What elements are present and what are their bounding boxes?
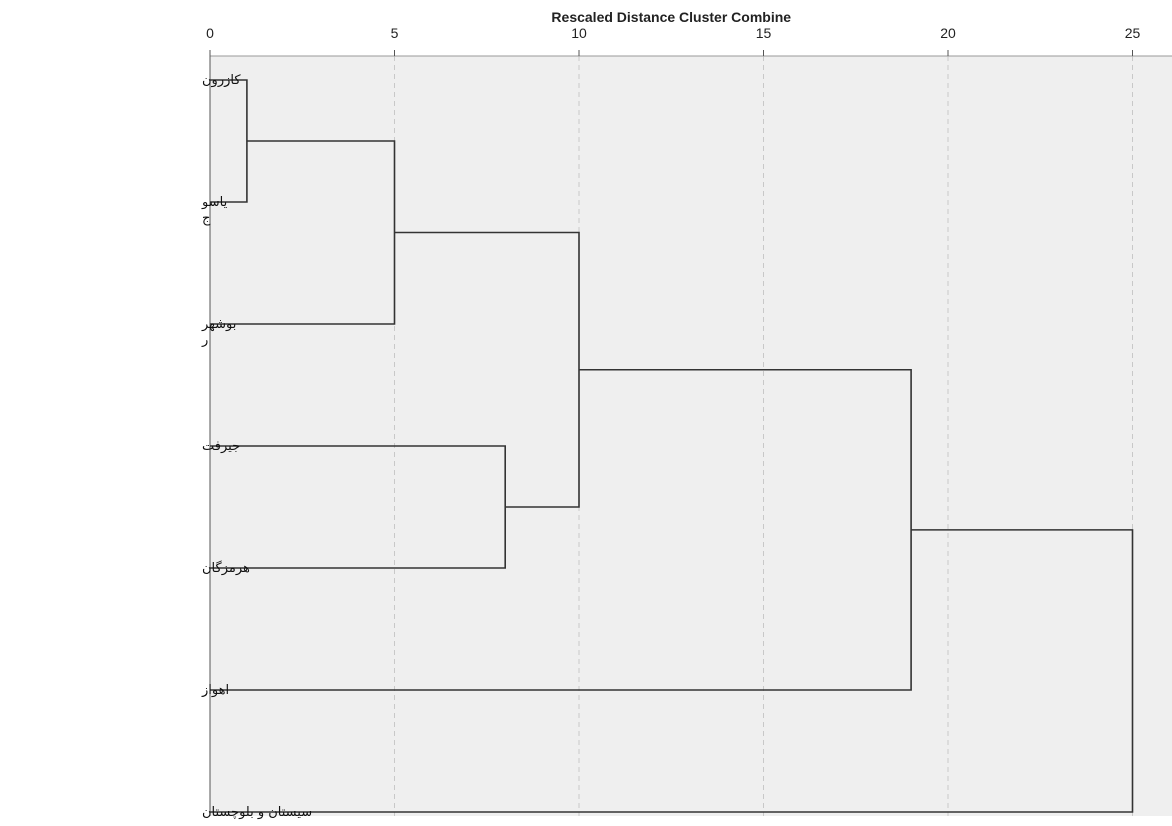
leaf-label: سیستان و بلوچستان xyxy=(202,805,312,820)
x-tick-label: 25 xyxy=(1125,25,1141,41)
leaf-label: جیرفت xyxy=(202,439,240,454)
leaf-label: اهواز xyxy=(201,683,229,698)
leaf-label: کازرون xyxy=(202,73,241,88)
leaf-label-line: ج xyxy=(202,211,211,226)
chart-title: Rescaled Distance Cluster Combine xyxy=(551,9,791,25)
leaf-label-line: سیستان و بلوچستان xyxy=(202,805,312,820)
x-tick-label: 15 xyxy=(756,25,772,41)
leaf-label-line: بوشهر xyxy=(201,317,236,332)
cluster-links xyxy=(210,79,1134,813)
x-tick-label: 5 xyxy=(391,25,399,41)
x-tick-label: 10 xyxy=(571,25,587,41)
leaf-label: هرمزگان xyxy=(202,560,250,576)
cluster-link xyxy=(210,529,1134,813)
x-axis: 0 5 10 15 20 25 xyxy=(206,25,1172,816)
leaf-label-line: اهواز xyxy=(201,683,229,698)
leaf-label-line: ر xyxy=(201,333,208,348)
leaf-label-line: کازرون xyxy=(202,73,241,88)
leaf-label-line: هرمزگان xyxy=(202,560,250,576)
plot-area xyxy=(210,56,1172,816)
leaf-label-line: یاسو xyxy=(201,195,228,210)
x-tick-label: 0 xyxy=(206,25,214,41)
x-tick-label: 20 xyxy=(940,25,956,41)
leaf-label-line: جیرفت xyxy=(202,439,240,454)
